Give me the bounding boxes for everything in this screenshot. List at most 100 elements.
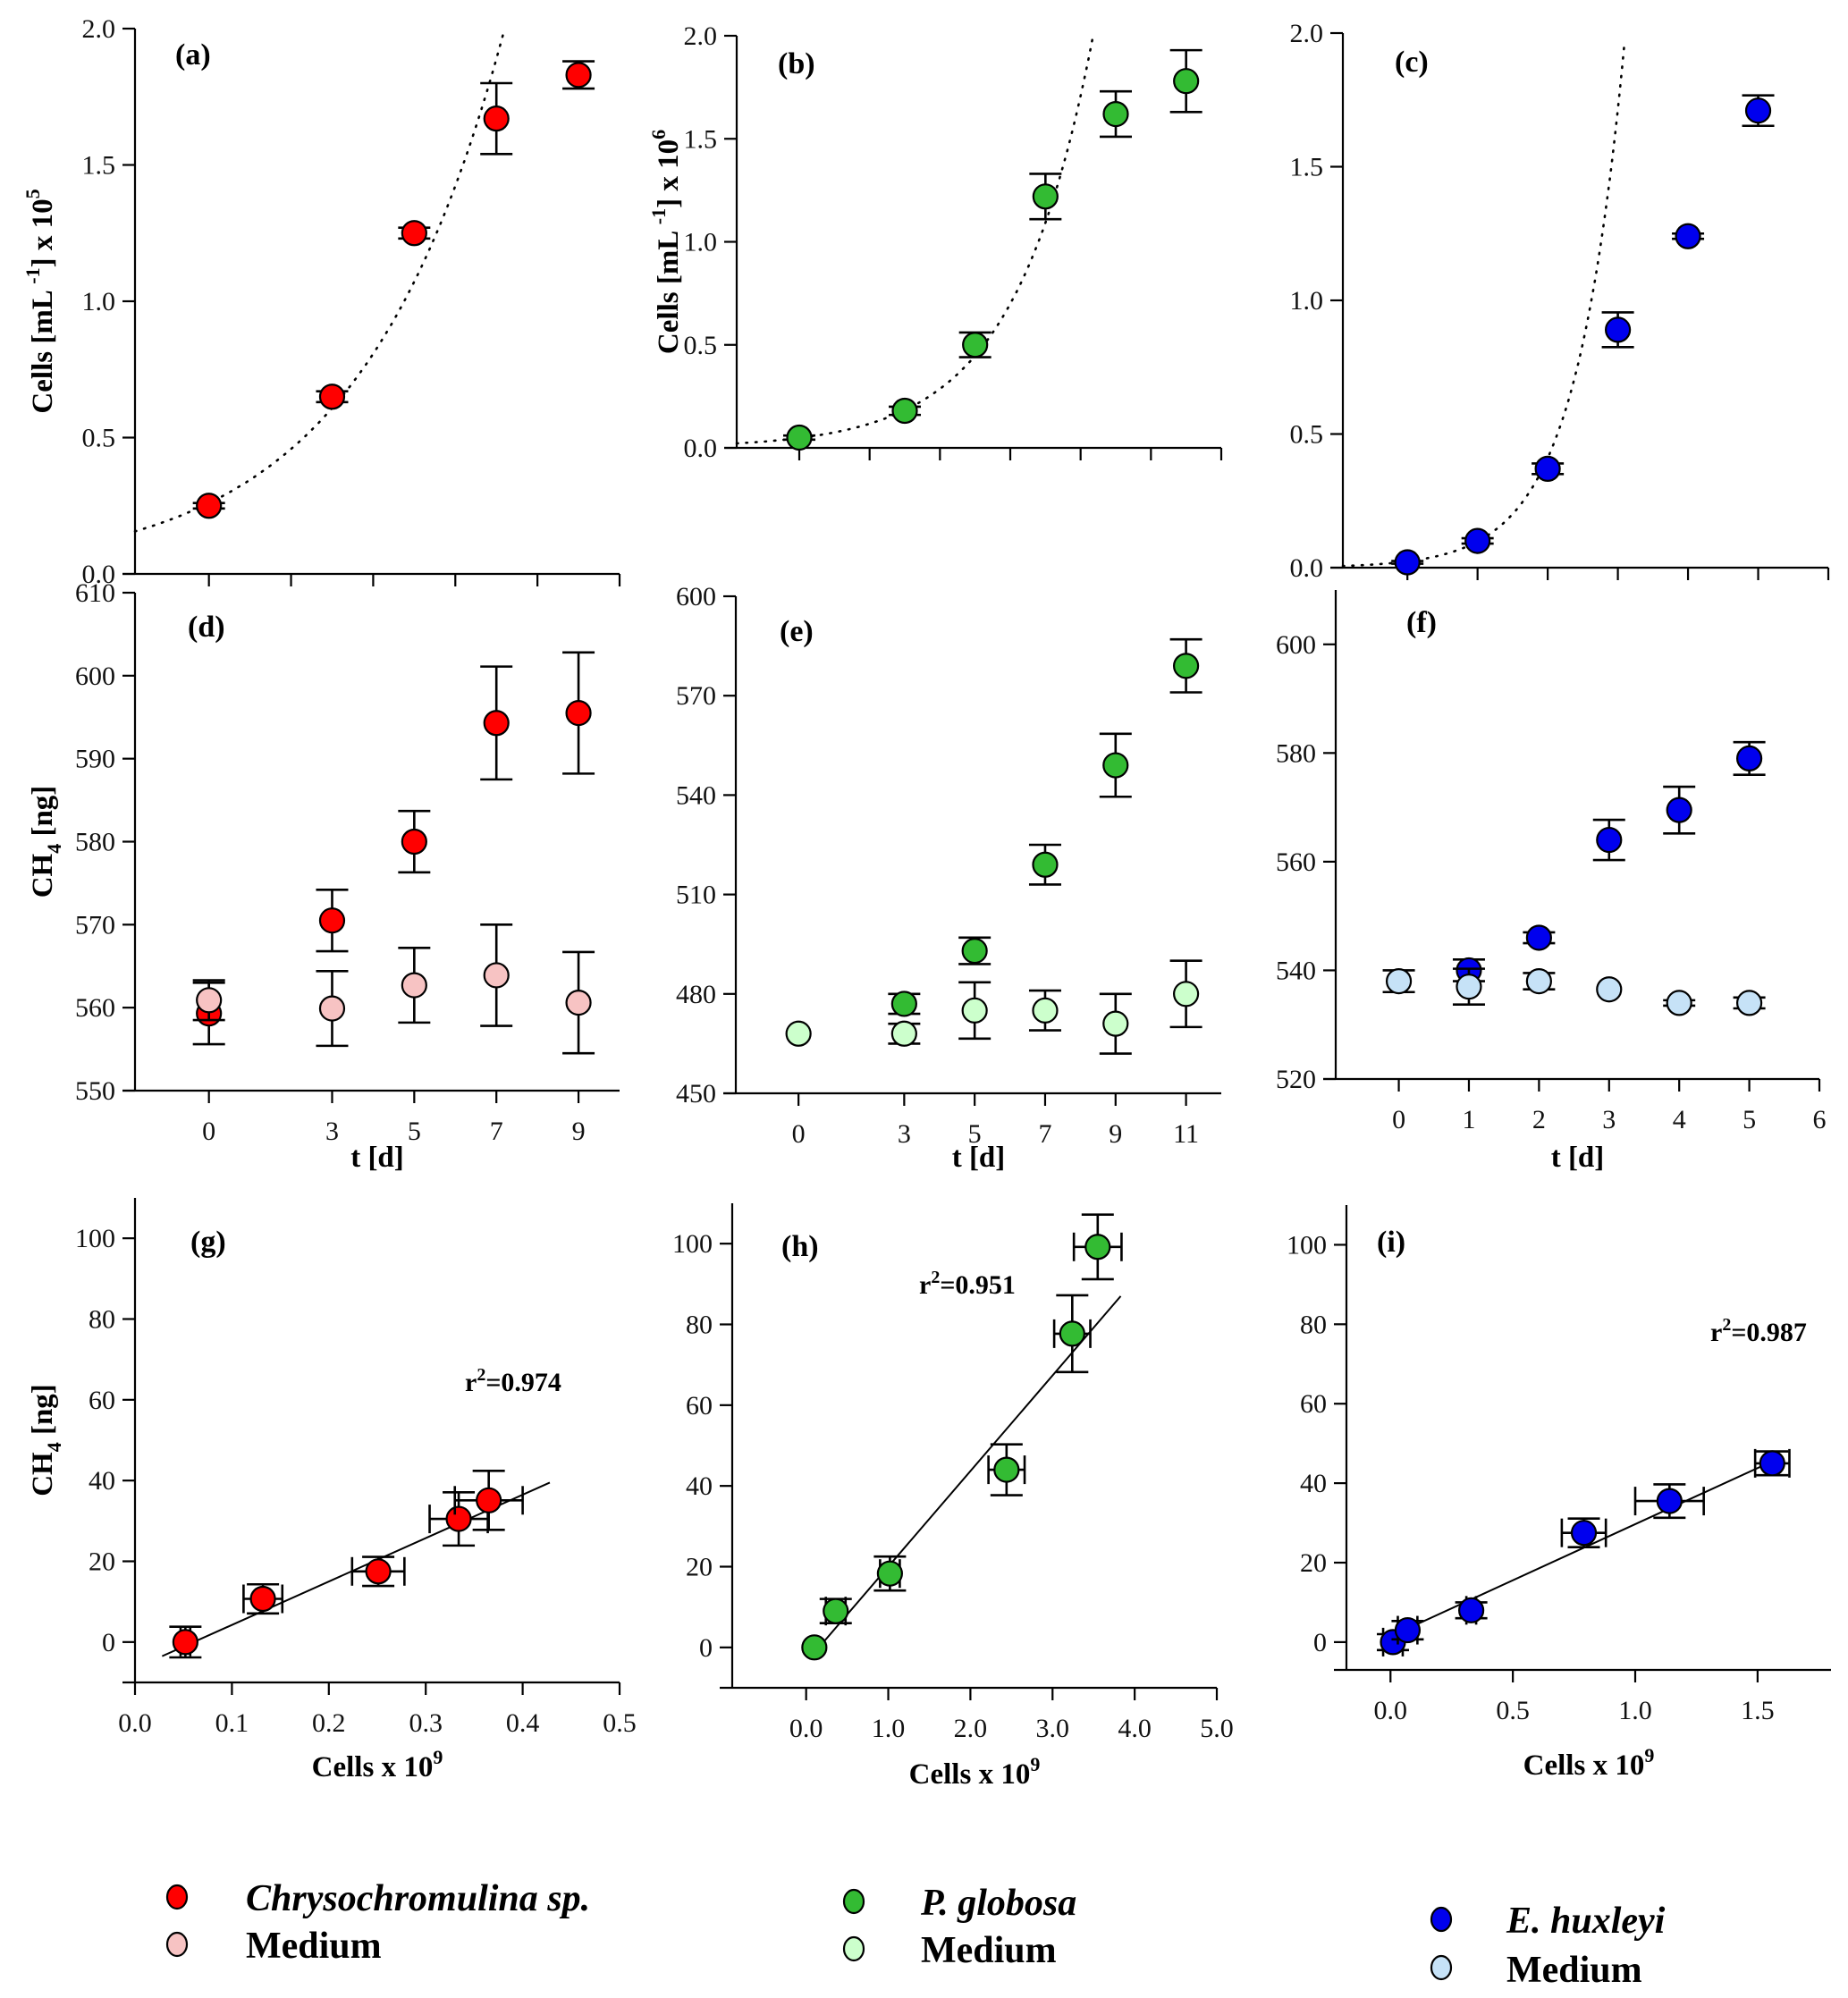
panel-h: 0 20 40 60 80 100 0.0 1.0 2.0 3.0 4.0 5.0 (h) Cells x… bbox=[672, 1203, 1234, 1791]
y-tick-label: 100 bbox=[1287, 1230, 1327, 1260]
y-tick-label: 610 bbox=[75, 578, 115, 608]
series-pglobosa bbox=[888, 637, 1202, 1017]
data-point bbox=[401, 972, 427, 999]
data-point bbox=[1534, 455, 1561, 482]
x-tick-label: 0.3 bbox=[409, 1708, 443, 1738]
data-point bbox=[1032, 851, 1059, 878]
x-tick-label: 0.5 bbox=[1496, 1696, 1530, 1725]
x-axis-title: Cells x 109 bbox=[312, 1746, 443, 1783]
y-tick-label: 1.5 bbox=[1290, 153, 1324, 182]
y-tick-label: 580 bbox=[1276, 738, 1316, 768]
data-point bbox=[1744, 97, 1772, 124]
data-point bbox=[565, 62, 592, 89]
data-point bbox=[1172, 981, 1200, 1007]
series-ehuxleyi bbox=[1377, 1448, 1791, 1657]
panel-f: 520 540 560 580 600 0 1 2 3 4 5 6 (f) t [d] bbox=[1276, 590, 1827, 1174]
r2-sup: 2 bbox=[1722, 1315, 1731, 1335]
y-tick-label: 60 bbox=[1300, 1389, 1327, 1419]
data-point bbox=[1102, 1010, 1129, 1037]
y-axis-title-sup: -1 bbox=[21, 267, 44, 283]
panel-i: 0 20 40 60 80 100 0.0 0.5 1.0 1.5 (i) Cells x 109 r2… bbox=[1287, 1205, 1831, 1782]
panel-c: 0.0 0.5 1.0 1.5 2.0 (c) bbox=[1290, 19, 1830, 583]
y-axis-title-sub: 4 bbox=[43, 1442, 65, 1452]
data-point bbox=[483, 962, 510, 989]
panel-label: (g) bbox=[190, 1226, 226, 1259]
x-tick-label: 0.0 bbox=[118, 1708, 152, 1738]
legend-entry: Medium bbox=[165, 1926, 382, 1967]
panel-b: 0.0 0.5 1.0 1.5 2.0 (b) Cells [mL -1] x 106 bbox=[647, 21, 1223, 463]
y-axis-title: Cells [mL -1] x 105 bbox=[21, 189, 59, 413]
y-tick-label: 0.0 bbox=[82, 560, 116, 589]
data-point bbox=[249, 1585, 276, 1613]
data-point bbox=[962, 332, 989, 358]
legend-marker bbox=[1430, 1954, 1453, 1981]
x-tick-label: 9 bbox=[1109, 1119, 1122, 1149]
y-tick-label: 570 bbox=[676, 681, 716, 711]
r2-r: r bbox=[465, 1368, 477, 1397]
y-tick-label: 590 bbox=[75, 745, 115, 774]
panel-label: (f) bbox=[1406, 606, 1437, 639]
series-pglobosa bbox=[801, 1213, 1123, 1661]
y-axis-title-sup: -1 bbox=[647, 208, 670, 224]
y-tick-label: 550 bbox=[75, 1076, 115, 1106]
data-point bbox=[1173, 68, 1200, 95]
legend-label: P. globosa bbox=[920, 1883, 1076, 1924]
series-chrysochromulina bbox=[192, 651, 595, 1046]
data-point bbox=[876, 1560, 903, 1587]
y-tick-label: 580 bbox=[75, 828, 115, 857]
legend-marker bbox=[842, 1935, 865, 1962]
data-point bbox=[1102, 752, 1129, 779]
data-point bbox=[483, 105, 510, 132]
data-point bbox=[1604, 316, 1632, 343]
data-point bbox=[785, 1020, 812, 1047]
data-point bbox=[1675, 223, 1701, 249]
x-tick-label: 7 bbox=[490, 1117, 503, 1146]
legend-marker bbox=[1430, 1906, 1453, 1933]
x-tick-label: 0.0 bbox=[1374, 1696, 1408, 1725]
x-tick-label: 0.1 bbox=[215, 1708, 249, 1738]
legend: Chrysochromulina sp. Medium P. globosa Medi… bbox=[165, 1878, 1666, 1991]
x-axis-title: Cells x 109 bbox=[909, 1753, 1041, 1791]
y-axis-title: CH4 [ng] bbox=[27, 786, 65, 898]
data-point bbox=[401, 220, 427, 247]
data-point bbox=[196, 987, 223, 1014]
panel-a: 0.0 0.5 1.0 1.5 2.0 (a) Cells [mL -1] x 105 bbox=[21, 14, 621, 589]
panel-label: (b) bbox=[778, 47, 815, 80]
x-axis-title-sup: 9 bbox=[1030, 1753, 1040, 1775]
x-tick-label: 4 bbox=[1673, 1105, 1686, 1134]
series-chrysochromulina_medium bbox=[192, 923, 595, 1055]
data-point bbox=[318, 907, 346, 934]
y-tick-label: 520 bbox=[1276, 1065, 1316, 1094]
data-point bbox=[1735, 990, 1763, 1016]
x-tick-label: 9 bbox=[572, 1117, 586, 1146]
y-tick-label: 450 bbox=[676, 1079, 716, 1109]
data-point bbox=[1596, 826, 1623, 854]
r-squared-label: r2=0.951 bbox=[919, 1268, 1016, 1300]
y-axis-title: CH4 [ng] bbox=[27, 1384, 65, 1496]
data-point bbox=[1032, 997, 1059, 1024]
data-point bbox=[476, 1487, 502, 1513]
data-point bbox=[565, 989, 592, 1016]
y-tick-label: 0.0 bbox=[1290, 553, 1324, 583]
x-tick-label: 0.5 bbox=[603, 1708, 637, 1738]
data-point bbox=[445, 1505, 472, 1532]
data-point bbox=[1759, 1450, 1785, 1477]
x-tick-label: 1 bbox=[1462, 1105, 1475, 1134]
r-squared-label: r2=0.987 bbox=[1710, 1315, 1807, 1347]
data-point bbox=[172, 1629, 198, 1656]
x-tick-label: 0.0 bbox=[789, 1714, 823, 1743]
y-tick-label: 20 bbox=[686, 1553, 713, 1582]
data-point bbox=[1172, 653, 1200, 679]
y-tick-label: 570 bbox=[75, 910, 115, 940]
x-tick-label: 7 bbox=[1038, 1119, 1051, 1149]
y-tick-label: 100 bbox=[75, 1224, 115, 1253]
y-tick-label: 0 bbox=[102, 1628, 115, 1657]
y-axis-title: Cells [mL -1] x 106 bbox=[647, 130, 685, 354]
y-tick-label: 0.5 bbox=[684, 331, 718, 360]
data-point bbox=[1102, 100, 1129, 128]
panel-label: (d) bbox=[188, 611, 225, 644]
y-tick-label: 540 bbox=[676, 780, 716, 810]
y-axis-title-main: Cells [mL bbox=[27, 284, 59, 414]
x-tick-label: 4.0 bbox=[1118, 1714, 1152, 1743]
y-tick-label: 0 bbox=[699, 1633, 713, 1663]
